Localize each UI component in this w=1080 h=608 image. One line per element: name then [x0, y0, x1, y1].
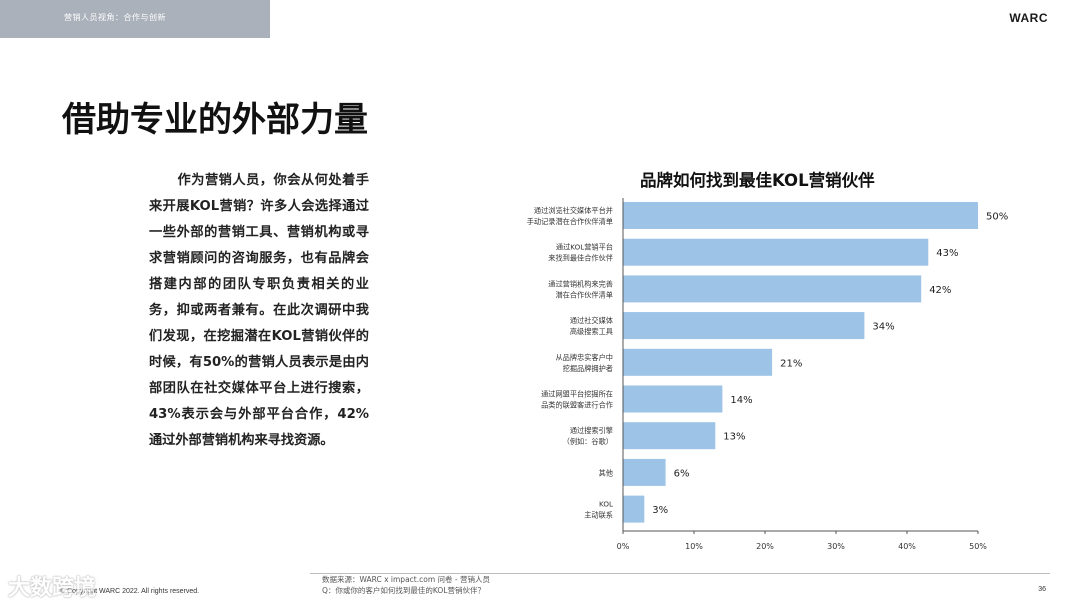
category-label: 来找到最佳合作伙伴	[548, 254, 613, 263]
category-label: 通过KOL营销平台	[556, 243, 613, 252]
bar	[623, 202, 978, 229]
data-label: 42%	[929, 285, 951, 296]
bar	[623, 312, 865, 340]
source-line-2: Q：你或你的客户如何找到最佳的KOL营销伙伴？	[322, 586, 485, 595]
page-title: 借助专业的外部力量	[62, 100, 368, 140]
body-text: 作为营销人员，你会从何处着手来开展KOL营销？许多人会选择通过一些外部的营销工具…	[149, 173, 369, 448]
data-label: 34%	[872, 322, 894, 333]
page-number: 36	[1038, 586, 1046, 593]
bar	[623, 422, 716, 450]
body-paragraph: 作为营销人员，你会从何处着手来开展KOL营销？许多人会选择通过一些外部的营销工具…	[149, 168, 369, 454]
warc-logo: WARC	[1009, 11, 1048, 25]
category-label: 高级搜索工具	[570, 327, 613, 336]
x-tick-label: 30%	[827, 542, 845, 551]
category-label: 品类的联盟客进行合作	[541, 401, 613, 410]
category-label: （例如：谷歌）	[563, 437, 613, 446]
data-label: 6%	[674, 468, 690, 479]
data-label: 13%	[723, 432, 745, 443]
category-label: 通过社交媒体	[570, 316, 613, 325]
bar	[623, 385, 723, 413]
bar	[623, 238, 929, 266]
category-label: 通过网盟平台挖掘所在	[541, 390, 613, 399]
data-label: 14%	[730, 395, 752, 406]
data-label: 50%	[986, 212, 1008, 223]
category-label: 通过营销机构来完善	[548, 279, 613, 288]
copyright: © Copyright WARC 2022. All rights reserv…	[60, 588, 200, 595]
x-tick-label: 20%	[756, 542, 774, 551]
category-label: 其他	[599, 468, 613, 477]
section-label: 营销人员视角：合作与创新	[64, 13, 166, 22]
source-line-1: 数据来源：WARC x impact.com 问卷 - 营销人员	[322, 575, 490, 584]
bar	[623, 495, 645, 523]
bar	[623, 458, 666, 486]
chart-title: 品牌如何找到最佳KOL营销伙伴	[640, 171, 875, 190]
source-note: 数据来源：WARC x impact.com 问卷 - 营销人员 Q：你或你的客…	[322, 574, 490, 596]
data-label: 43%	[936, 248, 958, 259]
watermark: 大数跨境	[8, 576, 97, 601]
category-label: 挖掘品牌拥护者	[563, 364, 613, 373]
bar	[623, 275, 922, 303]
x-tick-label: 40%	[898, 542, 916, 551]
data-label: 3%	[652, 505, 668, 516]
footer-divider	[310, 573, 1050, 574]
category-label: 通过搜索引擎	[570, 426, 613, 435]
category-label: 手动记录潜在合作伙伴清单	[527, 217, 613, 226]
data-label: 21%	[780, 358, 802, 369]
category-label: 潜在合作伙伴清单	[555, 290, 613, 299]
x-tick-label: 10%	[685, 542, 703, 551]
category-label: KOL	[599, 500, 613, 509]
section-banner: 营销人员视角：合作与创新	[0, 0, 270, 38]
x-tick-label: 0%	[617, 542, 630, 551]
category-label: 主动联系	[584, 511, 613, 520]
category-label: 从品牌忠实客户中	[555, 353, 613, 362]
x-tick-label: 50%	[969, 542, 987, 551]
category-label: 通过浏览社交媒体平台并	[534, 206, 613, 215]
bar	[623, 348, 773, 376]
